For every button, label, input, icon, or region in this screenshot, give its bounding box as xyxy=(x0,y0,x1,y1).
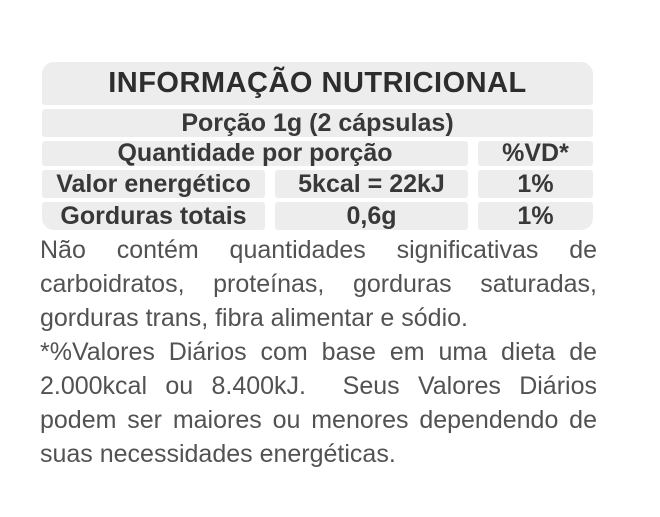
nutrient-name-energy: Valor energético xyxy=(42,170,265,198)
nutrient-dv-energy: 1% xyxy=(478,170,593,198)
serving-size-row: Porção 1g (2 cápsulas) xyxy=(42,109,593,137)
nutrition-label: INFORMAÇÃO NUTRICIONAL Porção 1g (2 cáps… xyxy=(40,62,597,471)
footnotes: Não contém quantidades significativas de… xyxy=(40,233,597,471)
note-daily-values-basis: *%Valores Diários com base em uma dieta … xyxy=(40,338,604,468)
nutrient-name-total-fat: Gorduras totais xyxy=(42,202,265,230)
nutrient-dv-total-fat: 1% xyxy=(478,202,593,230)
nutrition-table: INFORMAÇÃO NUTRICIONAL Porção 1g (2 cáps… xyxy=(42,62,593,230)
daily-value-header: %VD* xyxy=(478,141,593,166)
note-no-significant-amounts: Não contém quantidades significativas de… xyxy=(40,236,604,332)
nutrient-amount-energy: 5kcal = 22kJ xyxy=(275,170,468,198)
nutrient-amount-total-fat: 0,6g xyxy=(275,202,468,230)
table-title: INFORMAÇÃO NUTRICIONAL xyxy=(42,62,593,105)
quantity-per-serving-header: Quantidade por porção xyxy=(42,141,468,166)
